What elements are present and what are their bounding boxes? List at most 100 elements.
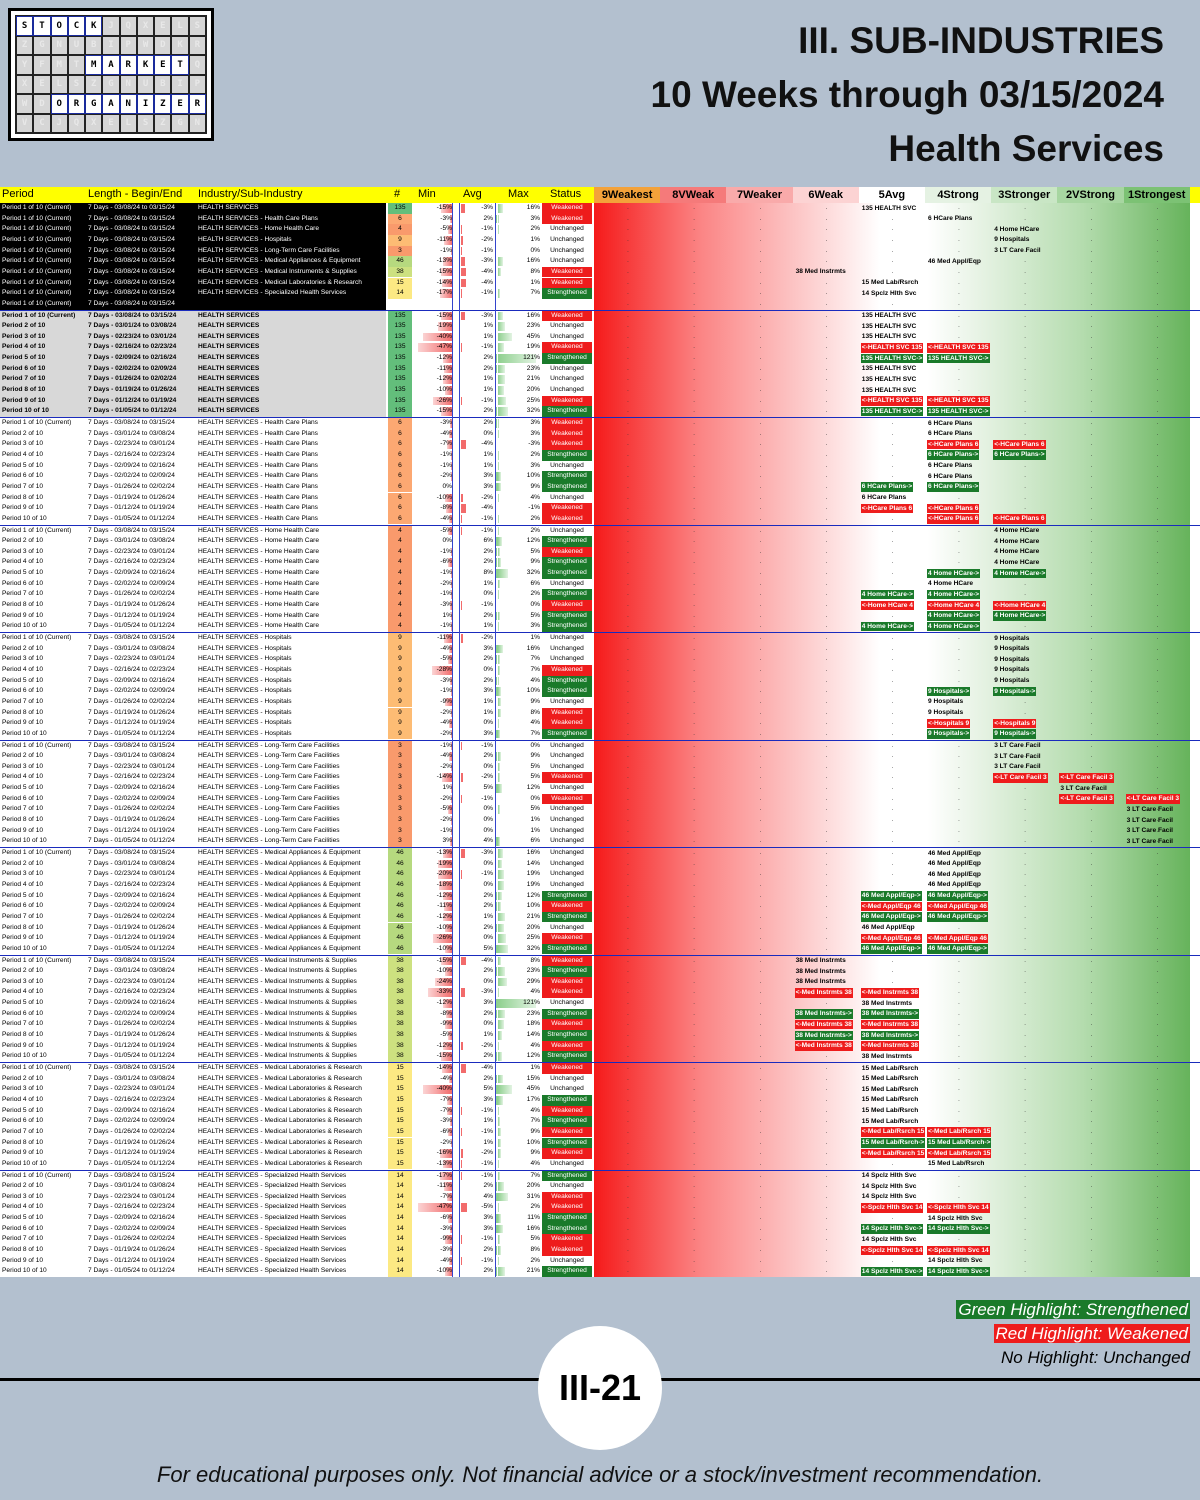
empty-level-marker: . xyxy=(693,300,695,307)
avg-cell: 2% xyxy=(483,547,493,555)
empty-level-marker: . xyxy=(693,871,695,878)
empty-level-marker: . xyxy=(1156,462,1159,469)
empty-level-marker: . xyxy=(693,677,695,684)
avg-cell: 2% xyxy=(483,354,493,362)
table-row: Period 5 of 10 7 Days - 02/09/24 to 02/16… xyxy=(0,1105,1200,1117)
empty-level-marker: . xyxy=(759,1021,762,1028)
max-bar xyxy=(498,837,500,846)
level-label: 3 LT Care Facil xyxy=(1060,784,1107,792)
max-bar xyxy=(498,429,499,439)
level-label: 9 Hospitals xyxy=(994,666,1030,674)
industry-cell: HEALTH SERVICES - Long-Term Care Facilit… xyxy=(198,794,340,802)
logo-cell: A xyxy=(102,55,120,75)
max-bar xyxy=(498,912,505,922)
status-badge: Weakened xyxy=(542,546,592,558)
empty-level-marker: . xyxy=(825,365,828,372)
status-badge: Unchanged xyxy=(550,999,584,1007)
avg-cell: -1% xyxy=(481,1171,493,1179)
length-cell: 7 Days - 03/01/24 to 03/08/24 xyxy=(88,859,175,867)
table-row: Period 4 of 10 7 Days - 02/16/24 to 02/23… xyxy=(0,987,1200,999)
empty-level-marker: . xyxy=(693,860,695,867)
table-row: Period 6 of 10 7 Days - 02/02/24 to 02/09… xyxy=(0,901,1200,912)
avg-bar xyxy=(461,493,464,503)
empty-level-marker: . xyxy=(1090,1183,1093,1190)
count-cell: 14 xyxy=(388,1245,412,1256)
empty-level-marker: . xyxy=(825,935,828,942)
empty-level-marker: . xyxy=(759,1128,762,1135)
industry-cell: HEALTH SERVICES - Hospitals xyxy=(198,729,292,737)
length-cell: 7 Days - 01/05/24 to 01/12/24 xyxy=(88,1052,175,1060)
level-label: <-HCare Plans 6 xyxy=(993,439,1046,450)
empty-level-marker: . xyxy=(825,860,828,867)
empty-level-marker: . xyxy=(958,494,960,501)
level-label: 4 Home HCare-> xyxy=(993,611,1047,621)
avg-bar xyxy=(495,1009,498,1019)
max-cell: 9% xyxy=(530,697,540,705)
logo-cell: X xyxy=(137,17,154,35)
empty-level-marker: . xyxy=(825,602,828,609)
axis-line xyxy=(495,203,496,1277)
logo-cell: C xyxy=(34,114,50,132)
level-label: 46 Med Appl/Eqp-> xyxy=(860,912,922,922)
avg-cell: 0% xyxy=(483,816,493,824)
min-bar xyxy=(449,1246,452,1255)
empty-level-marker: . xyxy=(1156,763,1159,770)
length-cell: 7 Days - 02/16/24 to 02/23/24 xyxy=(88,1095,175,1103)
empty-level-marker: . xyxy=(958,279,960,286)
period-cell: Period 1 of 10 (Current) xyxy=(2,419,72,426)
max-cell: 21% xyxy=(526,1267,540,1275)
empty-level-marker: . xyxy=(1024,365,1026,372)
empty-level-marker: . xyxy=(693,215,695,222)
empty-level-marker: . xyxy=(759,408,762,415)
empty-level-marker: . xyxy=(825,462,828,469)
count-cell: 15 xyxy=(388,1126,412,1138)
empty-level-marker: . xyxy=(627,1160,629,1167)
max-bar xyxy=(498,1138,502,1148)
period-cell: Period 9 of 10 xyxy=(2,1041,44,1049)
max-cell: 12% xyxy=(526,891,540,899)
max-cell: 4% xyxy=(530,1041,540,1049)
min-cell: -12% xyxy=(436,891,452,899)
empty-level-marker: . xyxy=(825,978,828,985)
empty-level-marker: . xyxy=(1090,408,1093,415)
logo-cell: V xyxy=(17,114,33,132)
length-cell: 7 Days - 03/01/24 to 03/08/24 xyxy=(88,644,175,652)
period-cell: Period 1 of 10 (Current) xyxy=(2,311,76,319)
min-bar xyxy=(450,579,452,589)
min-bar xyxy=(444,902,452,911)
avg-cell: 1% xyxy=(483,450,493,458)
level-label: 3 LT Care Facil xyxy=(994,247,1041,255)
avg-cell: -1% xyxy=(481,1256,493,1264)
empty-level-marker: . xyxy=(1156,871,1159,878)
level-label: 38 Med Instrmts xyxy=(795,957,846,964)
legend: Green Highlight: Strengthened Red Highli… xyxy=(956,1298,1190,1370)
table-row: Period 9 of 10 7 Days - 01/12/24 to 01/19… xyxy=(0,1148,1200,1159)
level-label: 6 HCare Plans xyxy=(928,419,973,427)
empty-level-marker: . xyxy=(1024,817,1026,824)
count-cell: 4 xyxy=(388,557,412,569)
page-title-block: III. SUB-INDUSTRIES 10 Weeks through 03/… xyxy=(651,14,1164,176)
header-max: Max xyxy=(508,188,529,200)
length-cell: 7 Days - 01/12/24 to 01/19/24 xyxy=(88,611,175,619)
empty-level-marker: . xyxy=(1156,1150,1159,1157)
empty-level-marker: . xyxy=(1090,1042,1093,1049)
table-row: Period 9 of 10 7 Days - 01/12/24 to 01/19… xyxy=(0,610,1200,622)
status-badge: Unchanged xyxy=(550,375,584,383)
empty-level-marker: . xyxy=(1024,1021,1026,1028)
empty-level-marker: . xyxy=(1024,268,1026,275)
length-cell: 7 Days - 01/12/24 to 01/19/24 xyxy=(88,1149,175,1157)
empty-level-marker: . xyxy=(1090,656,1093,663)
empty-level-marker: . xyxy=(825,387,828,394)
max-cell: 14% xyxy=(526,1031,540,1039)
empty-level-marker: . xyxy=(627,205,629,211)
count-cell: 135 xyxy=(388,342,412,354)
empty-level-marker: . xyxy=(825,258,828,265)
empty-level-marker: . xyxy=(759,1247,762,1254)
level-label: 6 HCare Plans xyxy=(928,430,973,438)
empty-level-marker: . xyxy=(627,785,629,792)
empty-level-marker: . xyxy=(627,462,629,469)
min-cell: -40% xyxy=(436,1085,452,1093)
count-cell: 9 xyxy=(388,234,412,246)
min-cell: -15% xyxy=(436,204,452,211)
period-cell: Period 1 of 10 (Current) xyxy=(2,214,72,222)
